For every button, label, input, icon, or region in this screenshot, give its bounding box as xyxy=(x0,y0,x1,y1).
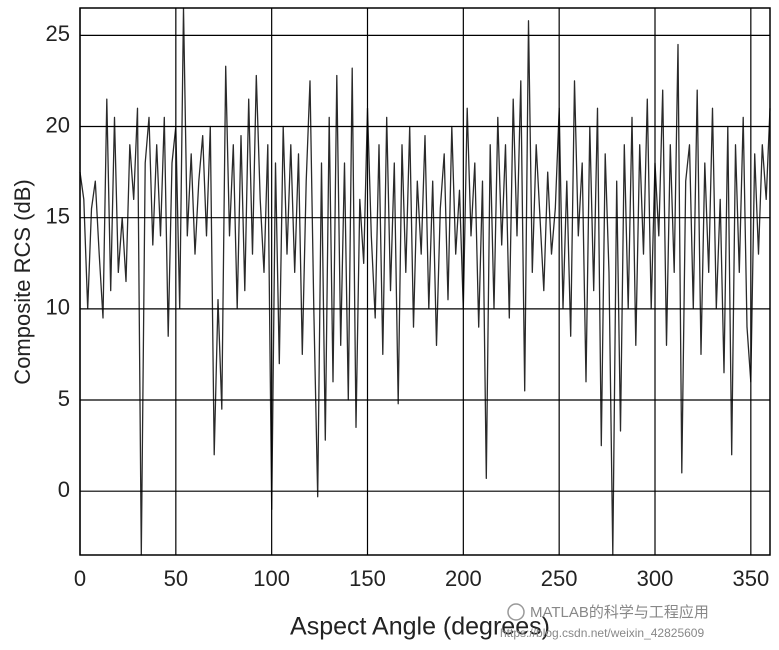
y-tick-label: 15 xyxy=(46,203,70,228)
x-tick-label: 0 xyxy=(74,566,86,591)
y-tick-label: 0 xyxy=(58,477,70,502)
y-tick-label: 10 xyxy=(46,295,70,320)
y-tick-label: 5 xyxy=(58,386,70,411)
y-tick-label: 25 xyxy=(46,21,70,46)
x-tick-label: 150 xyxy=(349,566,386,591)
x-tick-label: 350 xyxy=(732,566,769,591)
watermark: MATLAB的科学与工程应用 xyxy=(530,603,709,621)
x-tick-label: 100 xyxy=(253,566,290,591)
wechat-icon xyxy=(507,603,525,621)
x-tick-label: 50 xyxy=(164,566,188,591)
y-tick-label: 20 xyxy=(46,112,70,137)
x-axis-label: Aspect Angle (degrees) xyxy=(290,613,550,641)
plot-frame xyxy=(79,7,771,556)
x-tick-label: 200 xyxy=(445,566,482,591)
watermark-url: https://blog.csdn.net/weixin_42825609 xyxy=(500,626,704,640)
data-line xyxy=(79,7,771,556)
x-tick-label: 300 xyxy=(637,566,674,591)
x-tick-label: 250 xyxy=(541,566,578,591)
y-axis-label: Composite RCS (dB) xyxy=(10,179,35,384)
